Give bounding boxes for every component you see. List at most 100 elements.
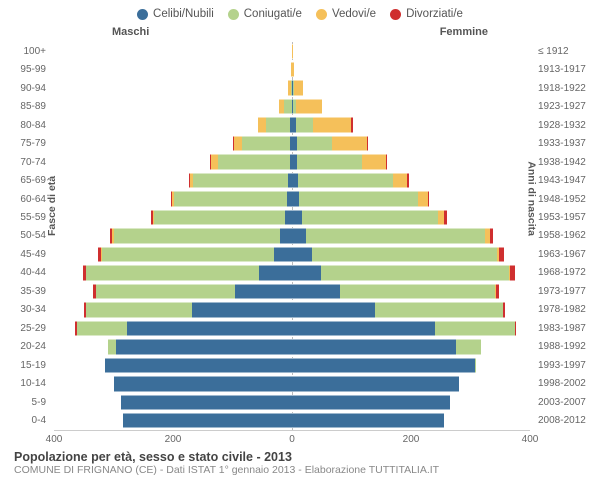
bar-female	[292, 321, 516, 336]
bar-segment	[284, 99, 292, 114]
bar-segment	[108, 339, 116, 354]
bar-male	[151, 210, 292, 225]
bar-segment	[96, 284, 235, 299]
bar-segment	[418, 191, 428, 206]
bar-male	[171, 191, 292, 206]
bar-segment	[375, 302, 502, 317]
bar-male	[121, 395, 292, 410]
bar-segment	[428, 191, 430, 206]
y-tick-birth: 1943-1947	[538, 171, 586, 189]
y-tick-birth: 1993-1997	[538, 356, 586, 374]
bar-row	[54, 173, 530, 188]
bar-row	[54, 80, 530, 95]
x-tick: 400	[522, 434, 539, 445]
bar-segment	[285, 210, 292, 225]
y-axis-right: ≤ 19121913-19171918-19221923-19271928-19…	[534, 42, 588, 430]
bar-segment	[510, 265, 515, 280]
y-tick-birth: 1958-1962	[538, 227, 586, 245]
y-tick-birth: 1963-1967	[538, 245, 586, 263]
bar-segment	[296, 117, 314, 132]
bar-segment	[444, 210, 446, 225]
bar-female	[292, 376, 459, 391]
gender-labels: Maschi Femmine	[12, 26, 588, 42]
bar-segment	[292, 191, 299, 206]
legend-item: Coniugati/e	[228, 8, 302, 20]
bar-segment	[211, 154, 218, 169]
legend-item: Vedovi/e	[316, 8, 376, 20]
bar-male	[110, 228, 292, 243]
bar-segment	[298, 173, 393, 188]
bar-segment	[313, 117, 351, 132]
x-tick: 200	[165, 434, 182, 445]
bar-segment	[296, 99, 322, 114]
y-tick-birth: 2003-2007	[538, 393, 586, 411]
bar-segment	[292, 265, 321, 280]
bar-segment	[121, 395, 292, 410]
y-tick-birth: 1988-1992	[538, 338, 586, 356]
bar-male	[105, 358, 292, 373]
bar-segment	[490, 228, 494, 243]
chart-footer: Popolazione per età, sesso e stato civil…	[12, 450, 588, 476]
y-tick-birth: ≤ 1912	[538, 42, 569, 60]
bar-row	[54, 321, 530, 336]
bar-segment	[407, 173, 408, 188]
bar-male	[93, 284, 292, 299]
y-tick-birth: 2008-2012	[538, 412, 586, 430]
bar-male	[279, 99, 292, 114]
bar-female	[292, 413, 444, 428]
bar-male	[98, 247, 292, 262]
bar-segment	[280, 228, 292, 243]
legend-label: Coniugati/e	[244, 8, 302, 20]
bar-segment	[332, 136, 367, 151]
bar-male	[123, 413, 292, 428]
y-tick-age: 90-94	[20, 79, 46, 97]
bar-segment	[192, 302, 292, 317]
bar-female	[292, 210, 447, 225]
y-tick-birth: 1923-1927	[538, 97, 586, 115]
y-tick-age: 35-39	[20, 282, 46, 300]
bar-segment	[193, 173, 288, 188]
bar-row	[54, 339, 530, 354]
legend-label: Vedovi/e	[332, 8, 376, 20]
legend-swatch	[228, 9, 239, 20]
bar-segment	[496, 284, 499, 299]
y-tick-age: 65-69	[20, 171, 46, 189]
y-tick-birth: 1953-1957	[538, 208, 586, 226]
y-tick-age: 15-19	[20, 356, 46, 374]
bar-male	[83, 265, 292, 280]
bar-segment	[515, 321, 516, 336]
x-tick: 400	[46, 434, 63, 445]
legend-item: Celibi/Nubili	[137, 8, 214, 20]
y-tick-birth: 1983-1987	[538, 319, 586, 337]
bar-female	[292, 62, 294, 77]
bar-segment	[312, 247, 496, 262]
bar-segment	[114, 228, 281, 243]
bar-segment	[174, 191, 287, 206]
bar-segment	[475, 358, 476, 373]
bar-segment	[105, 358, 292, 373]
bar-female	[292, 191, 429, 206]
bar-row	[54, 154, 530, 169]
y-tick-age: 100+	[23, 42, 46, 60]
bar-row	[54, 284, 530, 299]
bar-row	[54, 136, 530, 151]
bar-segment	[102, 247, 275, 262]
bar-row	[54, 44, 530, 59]
bar-row	[54, 99, 530, 114]
y-tick-birth: 1973-1977	[538, 282, 586, 300]
bar-segment	[292, 413, 444, 428]
bar-row	[54, 117, 530, 132]
y-tick-age: 0-4	[32, 412, 46, 430]
bar-row	[54, 358, 530, 373]
bar-row	[54, 265, 530, 280]
y-tick-age: 95-99	[20, 60, 46, 78]
y-tick-birth: 1913-1917	[538, 60, 586, 78]
bar-segment	[292, 62, 294, 77]
bar-segment	[499, 247, 504, 262]
y-tick-age: 75-79	[20, 134, 46, 152]
bar-segment	[242, 136, 290, 151]
bar-female	[292, 247, 504, 262]
bar-segment	[340, 284, 496, 299]
y-tick-age: 40-44	[20, 264, 46, 282]
bar-segment	[321, 265, 509, 280]
